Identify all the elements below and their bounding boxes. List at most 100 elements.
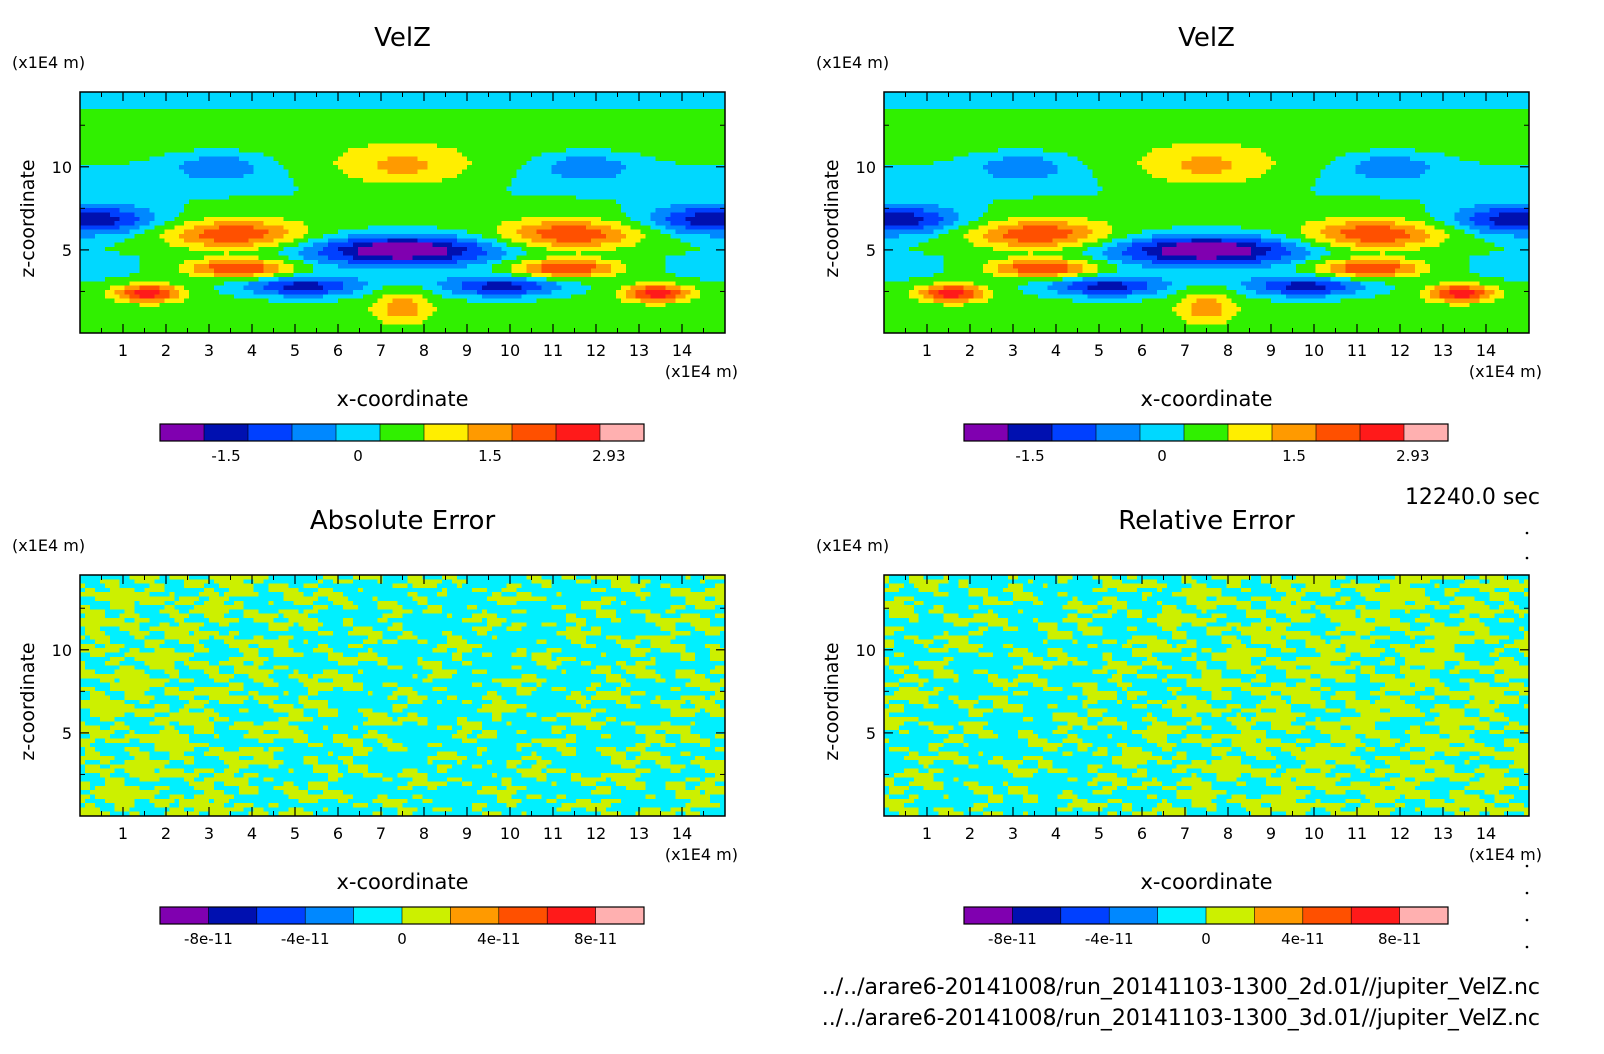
edge-dot [1525, 556, 1529, 560]
chart-title: Absolute Error [310, 506, 496, 536]
x-unit-label: (x1E4 m) [1469, 362, 1542, 381]
x-tick-label: 10 [1304, 824, 1324, 843]
chart-title: VelZ [374, 23, 431, 53]
colorbar-swatch [1052, 424, 1097, 441]
colorbar-swatch [336, 424, 381, 441]
edge-dot [1525, 864, 1529, 868]
x-tick-label: 7 [376, 824, 386, 843]
colorbar-swatch [1060, 907, 1110, 924]
x-tick-label: 6 [1137, 341, 1147, 360]
colorbar-swatch [498, 907, 548, 924]
field-cells [884, 92, 1530, 334]
colorbar-swatch [1096, 424, 1141, 441]
x-tick-label: 6 [1137, 824, 1147, 843]
field-cells [80, 575, 726, 817]
x-tick-label: 7 [1180, 824, 1190, 843]
y-tick-label: 5 [866, 241, 876, 260]
colorbar-swatch [1351, 907, 1401, 924]
y-axis-label: z-coordinate [17, 642, 39, 760]
x-tick-label: 5 [1094, 824, 1104, 843]
y-tick-label: 10 [856, 641, 876, 660]
x-tick-label: 7 [1180, 341, 1190, 360]
y-axis-label: z-coordinate [821, 159, 843, 277]
x-unit-label: (x1E4 m) [1469, 845, 1542, 864]
colorbar-tick-label: 8e-11 [574, 930, 617, 948]
colorbar-swatch [1206, 907, 1255, 924]
colorbar-swatch [1008, 424, 1053, 441]
x-tick-label: 8 [1223, 824, 1233, 843]
colorbar-swatch [1399, 907, 1449, 924]
field-cells [884, 575, 1530, 817]
x-tick-label: 11 [543, 824, 563, 843]
y-unit-label: (x1E4 m) [12, 536, 85, 555]
colorbar-tick-label: 0 [1157, 447, 1167, 465]
x-tick-label: 14 [672, 824, 692, 843]
colorbar-swatch [1109, 907, 1159, 924]
colorbar: -1.5 0 1.5 2.93 [159, 423, 645, 465]
y-unit-label: (x1E4 m) [12, 53, 85, 72]
colorbar-swatch [1316, 424, 1361, 441]
colorbar-swatch [380, 424, 425, 441]
colorbar-tick-label: 2.93 [592, 447, 625, 465]
x-tick-label: 11 [1347, 824, 1367, 843]
colorbar-swatch [208, 907, 258, 924]
x-tick-label: 2 [965, 824, 975, 843]
x-tick-label: 2 [965, 341, 975, 360]
colorbar-tick-label: -8e-11 [988, 930, 1037, 948]
colorbar-swatch [1184, 424, 1229, 441]
x-tick-label: 8 [419, 824, 429, 843]
colorbar-frame [159, 423, 645, 442]
colorbar-tick-label: 2.93 [1396, 447, 1429, 465]
x-tick-label: 12 [1390, 341, 1410, 360]
colorbar: -8e-11 -4e-11 0 4e-11 8e-11 [159, 906, 645, 948]
colorbar-tick-label: -4e-11 [281, 930, 330, 948]
colorbar-swatch [964, 424, 1009, 441]
x-tick-label: 1 [922, 341, 932, 360]
y-axis-label: z-coordinate [821, 642, 843, 760]
colorbar-swatch [160, 424, 205, 441]
file-path-2: ../../arare6-20141008/run_20141103-1300_… [822, 1006, 1540, 1031]
x-axis-label: x-coordinate [336, 870, 468, 894]
colorbar-swatch [248, 424, 293, 441]
x-tick-label: 3 [204, 341, 214, 360]
colorbar-swatch [353, 907, 403, 924]
x-tick-label: 12 [1390, 824, 1410, 843]
y-axis-label: z-coordinate [17, 159, 39, 277]
x-tick-label: 12 [586, 824, 606, 843]
chart-title: VelZ [1178, 23, 1235, 53]
colorbar-swatch [160, 907, 209, 924]
file-path-1: ../../arare6-20141008/run_20141103-1300_… [822, 975, 1540, 1000]
colorbar-tick-label: -4e-11 [1085, 930, 1134, 948]
colorbar-tick-label: 4e-11 [1281, 930, 1324, 948]
colorbar-tick-label: 0 [397, 930, 407, 948]
y-tick-label: 5 [866, 724, 876, 743]
x-unit-label: (x1E4 m) [665, 362, 738, 381]
colorbar-swatch [1360, 424, 1405, 441]
colorbar-swatch [468, 424, 513, 441]
colorbar-tick-label: -1.5 [211, 447, 240, 465]
x-tick-label: 1 [922, 824, 932, 843]
colorbar-swatch [1302, 907, 1352, 924]
edge-dot [1525, 891, 1529, 895]
colorbar-frame [963, 423, 1449, 442]
x-tick-label: 11 [1347, 341, 1367, 360]
y-tick-label: 10 [856, 158, 876, 177]
x-tick-label: 3 [1008, 824, 1018, 843]
colorbar-swatch [305, 907, 355, 924]
x-tick-label: 9 [1266, 341, 1276, 360]
x-tick-label: 3 [1008, 341, 1018, 360]
x-tick-label: 8 [419, 341, 429, 360]
edge-dot [1525, 918, 1529, 922]
x-tick-label: 10 [1304, 341, 1324, 360]
colorbar-swatch [424, 424, 469, 441]
x-tick-label: 9 [462, 824, 472, 843]
x-tick-label: 13 [1433, 824, 1453, 843]
y-tick-label: 10 [52, 641, 72, 660]
colorbar-swatch [1228, 424, 1273, 441]
x-axis-label: x-coordinate [1140, 387, 1272, 411]
colorbar-swatch [204, 424, 249, 441]
